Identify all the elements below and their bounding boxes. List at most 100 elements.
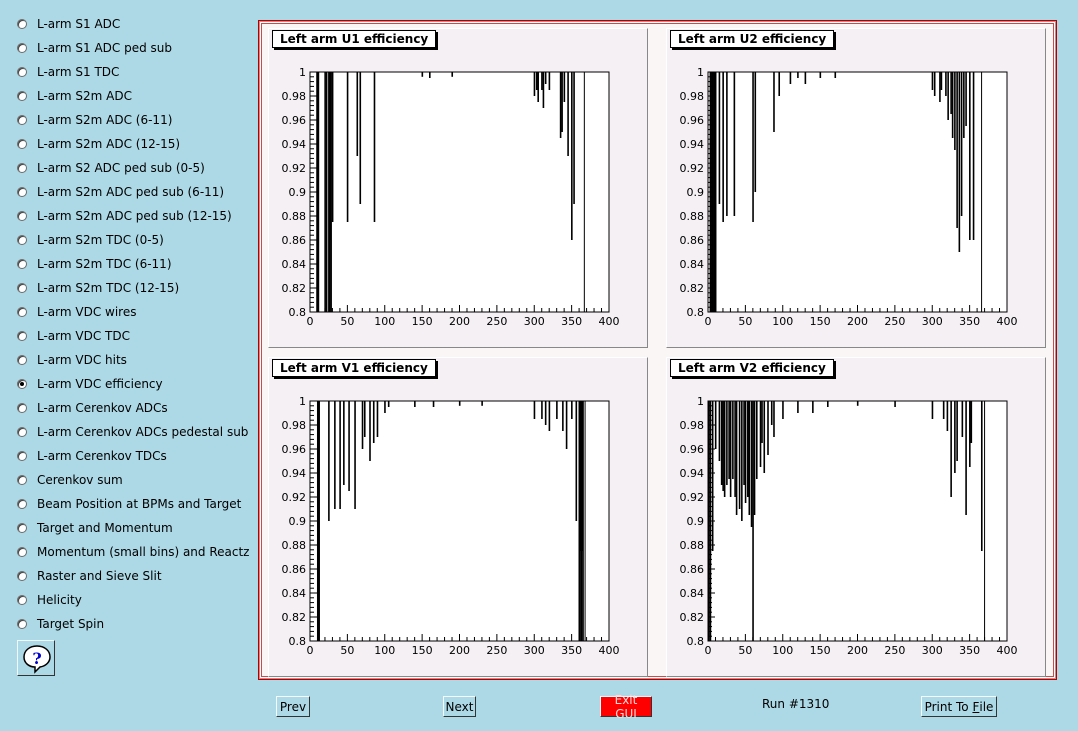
- radio-label: L-arm VDC hits: [37, 353, 127, 367]
- y-tick-label: 1: [697, 66, 704, 79]
- radio-button[interactable]: [17, 595, 27, 605]
- histogram-bin: [533, 72, 536, 96]
- x-tick-label: 400: [997, 644, 1018, 657]
- radio-button[interactable]: [17, 475, 27, 485]
- histogram-bin: [575, 401, 578, 521]
- histogram-bin: [331, 72, 334, 222]
- histogram-bin: [741, 401, 743, 521]
- y-tick-label: 0.8: [289, 306, 307, 319]
- radio-option[interactable]: L-arm S1 ADC: [17, 15, 120, 33]
- radio-option[interactable]: L-arm S2m ADC ped sub (6-11): [17, 183, 224, 201]
- radio-button[interactable]: [17, 139, 27, 149]
- histogram-bin: [735, 401, 738, 515]
- radio-option[interactable]: Helicity: [17, 591, 82, 609]
- histogram-bin: [723, 401, 726, 497]
- radio-button[interactable]: [17, 619, 27, 629]
- histogram-bin: [714, 401, 717, 449]
- radio-option[interactable]: L-arm VDC TDC: [17, 327, 130, 345]
- histogram-bin: [356, 72, 359, 156]
- radio-button[interactable]: [17, 547, 27, 557]
- radio-button[interactable]: [17, 115, 27, 125]
- radio-button[interactable]: [17, 19, 27, 29]
- help-button[interactable]: ?: [17, 640, 55, 676]
- radio-option[interactable]: L-arm S2m ADC ped sub (12-15): [17, 207, 232, 225]
- y-tick-label: 0.8: [289, 635, 307, 648]
- x-tick-label: 300: [922, 644, 943, 657]
- histogram-bin: [945, 72, 947, 96]
- radio-button[interactable]: [17, 211, 27, 221]
- histogram-bin: [384, 401, 386, 413]
- radio-option[interactable]: L-arm S2m ADC (6-11): [17, 111, 172, 129]
- radio-option[interactable]: L-arm S2m TDC (12-15): [17, 279, 179, 297]
- pad-v1-efficiency[interactable]: Left arm V1 efficiency 0 50 100 150 200 250 300…: [268, 357, 648, 677]
- radio-option[interactable]: L-arm Cerenkov ADCs: [17, 399, 168, 417]
- y-tick-label: 0.88: [680, 539, 705, 552]
- radio-option[interactable]: L-arm Cerenkov ADCs pedestal sub: [17, 423, 248, 441]
- radio-label: L-arm S1 ADC ped sub: [37, 41, 172, 55]
- radio-button[interactable]: [17, 43, 27, 53]
- histogram-bin: [571, 72, 573, 240]
- histogram-bin: [348, 401, 350, 491]
- histogram-bin: [458, 401, 461, 406]
- prev-button[interactable]: Prev: [276, 696, 310, 717]
- radio-option[interactable]: L-arm S2m ADC (12-15): [17, 135, 180, 153]
- radio-button[interactable]: [17, 499, 27, 509]
- next-button[interactable]: Next: [443, 696, 476, 717]
- histogram-bin: [544, 72, 547, 84]
- pad-v2-efficiency[interactable]: Left arm V2 efficiency 0 50 100 150 200 250 300…: [666, 357, 1046, 677]
- radio-button[interactable]: [17, 91, 27, 101]
- radio-button[interactable]: [17, 523, 27, 533]
- histogram-bin: [773, 401, 775, 437]
- print-label-suffix: ile: [979, 699, 994, 714]
- radio-button[interactable]: [17, 307, 27, 317]
- histogram-bin: [956, 72, 958, 228]
- chart-title: Left arm V2 efficiency: [670, 359, 834, 377]
- histogram-bin: [797, 401, 799, 413]
- radio-button[interactable]: [17, 187, 27, 197]
- radio-option[interactable]: Raster and Sieve Slit: [17, 567, 162, 585]
- radio-button[interactable]: [17, 355, 27, 365]
- radio-button[interactable]: [17, 283, 27, 293]
- radio-button[interactable]: [17, 451, 27, 461]
- x-tick-label: 250: [486, 315, 507, 328]
- radio-button[interactable]: [17, 67, 27, 77]
- radio-option[interactable]: Target Spin: [17, 615, 104, 633]
- radio-option[interactable]: L-arm S2m TDC (0-5): [17, 231, 164, 249]
- radio-option[interactable]: L-arm S2m ADC: [17, 87, 132, 105]
- radio-label: L-arm S2m ADC (6-11): [37, 113, 173, 127]
- radio-option[interactable]: L-arm S2 ADC ped sub (0-5): [17, 159, 205, 177]
- radio-button[interactable]: [17, 259, 27, 269]
- radio-option[interactable]: L-arm S2m TDC (6-11): [17, 255, 172, 273]
- radio-option[interactable]: Target and Momentum: [17, 519, 173, 537]
- radio-option[interactable]: Beam Position at BPMs and Target: [17, 495, 241, 513]
- histogram-bin: [726, 401, 728, 485]
- radio-button-selected[interactable]: [17, 379, 27, 389]
- histogram-bin: [541, 401, 543, 419]
- histogram-bin: [750, 401, 753, 527]
- y-tick-label: 0.86: [680, 234, 705, 247]
- pad-u1-efficiency[interactable]: Left arm U1 efficiency 0 50 100 150 200 250 300…: [268, 28, 648, 348]
- radio-button[interactable]: [17, 331, 27, 341]
- radio-option[interactable]: L-arm S1 ADC ped sub: [17, 39, 172, 57]
- radio-option[interactable]: L-arm VDC efficiency: [17, 375, 163, 393]
- radio-button[interactable]: [17, 427, 27, 437]
- radio-option[interactable]: L-arm VDC wires: [17, 303, 136, 321]
- radio-label: L-arm S2m ADC: [37, 89, 132, 103]
- radio-button[interactable]: [17, 235, 27, 245]
- histogram-bin: [753, 401, 756, 515]
- histogram-bin: [954, 401, 956, 473]
- radio-option[interactable]: L-arm S1 TDC: [17, 63, 119, 81]
- radio-option[interactable]: L-arm Cerenkov TDCs: [17, 447, 167, 465]
- histogram-bin: [763, 401, 766, 473]
- histogram-bin: [372, 401, 375, 443]
- radio-button[interactable]: [17, 163, 27, 173]
- radio-option[interactable]: Momentum (small bins) and Reactz: [17, 543, 249, 561]
- pad-u2-efficiency[interactable]: Left arm U2 efficiency 0 50 100 150 200 250 300…: [666, 28, 1046, 348]
- radio-button[interactable]: [17, 571, 27, 581]
- radio-label: Helicity: [37, 593, 82, 607]
- radio-button[interactable]: [17, 403, 27, 413]
- exit-gui-button[interactable]: Exit GUI: [600, 693, 652, 721]
- radio-option[interactable]: L-arm VDC hits: [17, 351, 127, 369]
- radio-option[interactable]: Cerenkov sum: [17, 471, 123, 489]
